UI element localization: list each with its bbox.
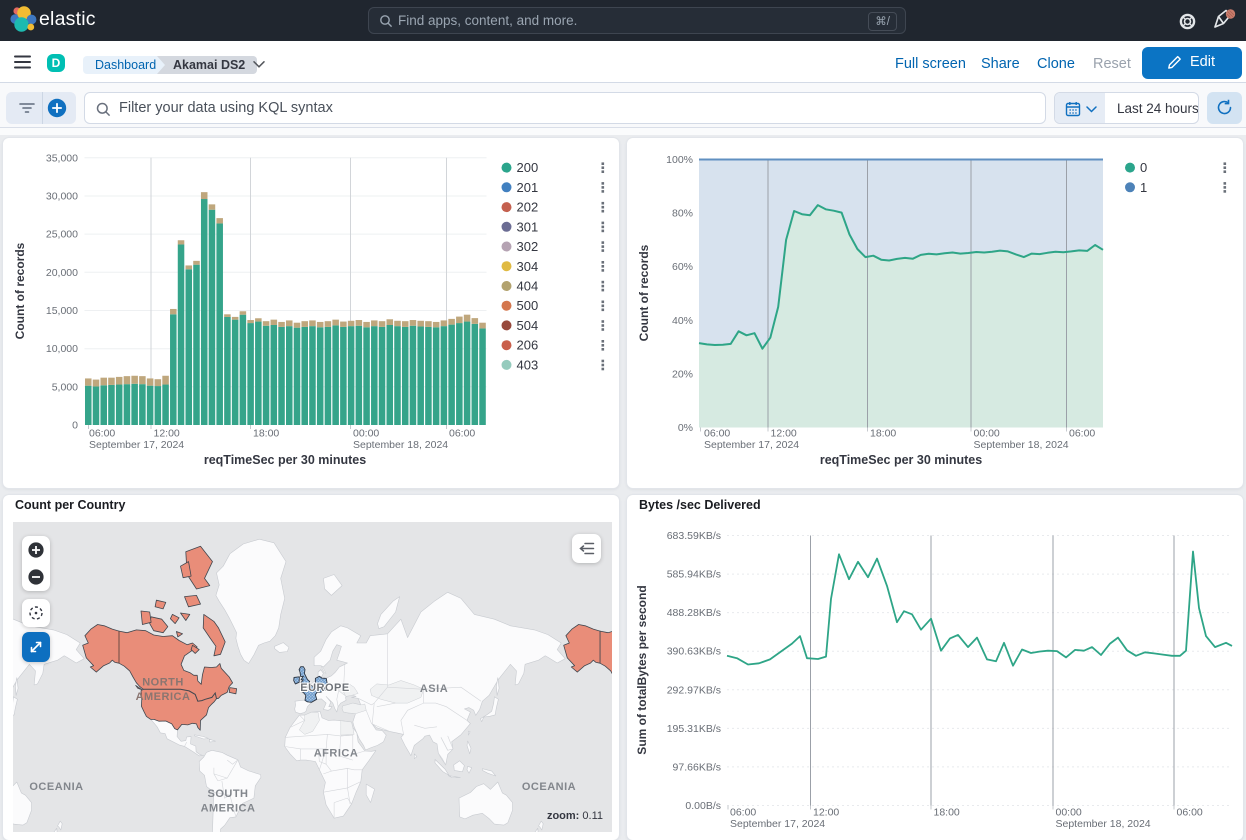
- svg-text:30,000: 30,000: [46, 191, 78, 203]
- svg-text:OCEANIA: OCEANIA: [29, 781, 83, 793]
- svg-text:100%: 100%: [666, 154, 693, 166]
- svg-text:06:00: 06:00: [449, 428, 475, 440]
- svg-text:reqTimeSec per 30 minutes: reqTimeSec per 30 minutes: [820, 453, 982, 467]
- svg-text:25,000: 25,000: [46, 229, 78, 241]
- svg-text:0: 0: [72, 420, 78, 432]
- svg-text:Count of records: Count of records: [13, 242, 27, 339]
- svg-text:18:00: 18:00: [870, 428, 896, 440]
- svg-text:202: 202: [517, 200, 539, 215]
- svg-text:September 17, 2024: September 17, 2024: [89, 439, 184, 451]
- svg-text:12:00: 12:00: [771, 428, 797, 440]
- svg-text:reqTimeSec per 30 minutes: reqTimeSec per 30 minutes: [204, 453, 366, 467]
- svg-text:zoom: 0.11: zoom: 0.11: [547, 810, 603, 822]
- svg-text:12:00: 12:00: [813, 807, 839, 819]
- svg-text:18:00: 18:00: [253, 428, 279, 440]
- svg-text:SOUTH: SOUTH: [208, 788, 249, 800]
- svg-text:292.97KB/s: 292.97KB/s: [667, 684, 721, 696]
- svg-text:0: 0: [1140, 160, 1147, 175]
- svg-text:0%: 0%: [678, 422, 693, 434]
- svg-text:18:00: 18:00: [934, 807, 960, 819]
- svg-text:488.28KB/s: 488.28KB/s: [667, 607, 721, 619]
- svg-text:35,000: 35,000: [46, 152, 78, 164]
- svg-text:15,000: 15,000: [46, 305, 78, 317]
- svg-text:06:00: 06:00: [730, 807, 756, 819]
- svg-text:683.59KB/s: 683.59KB/s: [667, 530, 721, 542]
- svg-text:1: 1: [1140, 180, 1147, 195]
- svg-text:500: 500: [517, 298, 539, 313]
- svg-text:403: 403: [517, 357, 539, 372]
- svg-text:0.00B/s: 0.00B/s: [685, 800, 721, 812]
- svg-text:195.31KB/s: 195.31KB/s: [667, 723, 721, 735]
- svg-text:60%: 60%: [672, 261, 693, 273]
- svg-text:ASIA: ASIA: [420, 683, 448, 695]
- svg-text:September 18, 2024: September 18, 2024: [974, 439, 1069, 451]
- svg-text:06:00: 06:00: [89, 428, 115, 440]
- svg-text:September 17, 2024: September 17, 2024: [704, 439, 799, 451]
- svg-text:September 18, 2024: September 18, 2024: [353, 439, 448, 451]
- svg-text:September 18, 2024: September 18, 2024: [1056, 818, 1151, 830]
- svg-text:504: 504: [517, 318, 539, 333]
- svg-text:12:00: 12:00: [154, 428, 180, 440]
- svg-text:97.66KB/s: 97.66KB/s: [673, 761, 721, 773]
- svg-text:20,000: 20,000: [46, 267, 78, 279]
- svg-text:00:00: 00:00: [974, 428, 1000, 440]
- svg-text:06:00: 06:00: [704, 428, 730, 440]
- svg-text:OCEANIA: OCEANIA: [522, 781, 576, 793]
- svg-text:301: 301: [517, 219, 539, 234]
- svg-text:AFRICA: AFRICA: [314, 748, 359, 760]
- svg-text:10,000: 10,000: [46, 343, 78, 355]
- svg-text:September 17, 2024: September 17, 2024: [730, 818, 825, 830]
- svg-text:Sum of totalBytes per second: Sum of totalBytes per second: [635, 585, 649, 754]
- svg-text:40%: 40%: [672, 315, 693, 327]
- svg-text:EUROPE: EUROPE: [300, 682, 349, 694]
- svg-text:20%: 20%: [672, 368, 693, 380]
- svg-text:00:00: 00:00: [353, 428, 379, 440]
- svg-text:AMERICA: AMERICA: [136, 691, 191, 703]
- svg-text:NORTH: NORTH: [142, 677, 184, 689]
- svg-text:585.94KB/s: 585.94KB/s: [667, 569, 721, 581]
- svg-text:06:00: 06:00: [1177, 807, 1203, 819]
- svg-text:390.63KB/s: 390.63KB/s: [667, 646, 721, 658]
- svg-text:80%: 80%: [672, 208, 693, 220]
- svg-text:304: 304: [517, 259, 539, 274]
- svg-text:206: 206: [517, 338, 539, 353]
- svg-text:200: 200: [517, 160, 539, 175]
- svg-text:201: 201: [517, 180, 539, 195]
- svg-text:404: 404: [517, 279, 539, 294]
- svg-text:302: 302: [517, 239, 539, 254]
- svg-text:00:00: 00:00: [1056, 807, 1082, 819]
- svg-text:Count of records: Count of records: [637, 244, 651, 341]
- svg-text:AMERICA: AMERICA: [201, 803, 256, 815]
- svg-text:5,000: 5,000: [52, 381, 78, 393]
- svg-text:06:00: 06:00: [1069, 428, 1095, 440]
